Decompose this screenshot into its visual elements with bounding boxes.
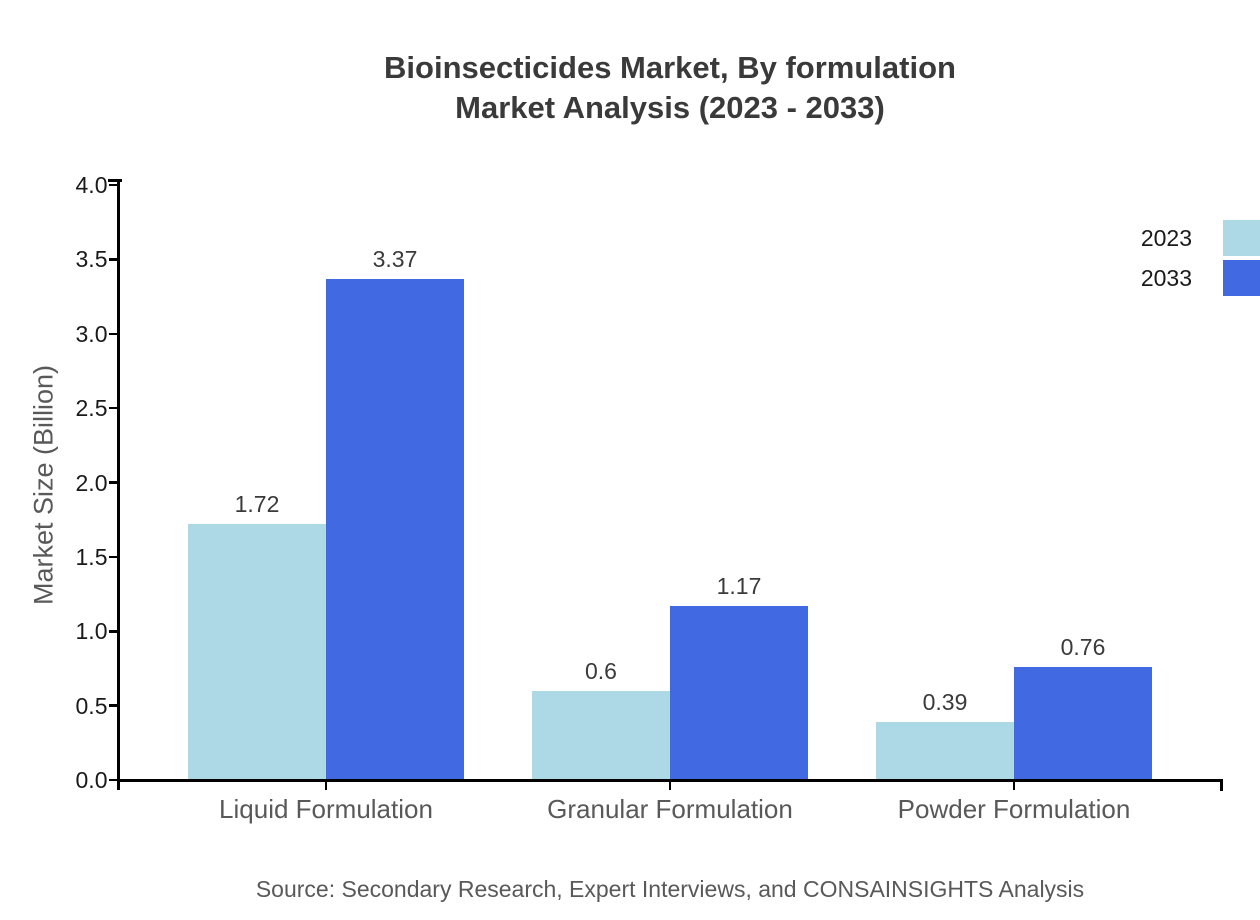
- y-tick-4.0: [108, 183, 118, 187]
- y-tick-2.5: [108, 406, 118, 410]
- legend-swatch-2033: [1223, 260, 1260, 296]
- chart-title: Bioinsecticides Market, By formulation M…: [118, 48, 1222, 128]
- y-tick-1.5: [108, 555, 118, 559]
- bar-2033-powder-formulation: [1014, 666, 1152, 781]
- value-label-2033-liquid-formulation: 3.37: [372, 245, 418, 272]
- legend-swatch-2023: [1223, 220, 1260, 256]
- x-axis-end-cap: [1219, 780, 1223, 791]
- source-note: Source: Secondary Research, Expert Inter…: [255, 876, 1085, 902]
- y-tick-label-1.0: 1.0: [75, 618, 108, 645]
- y-tick-0.5: [108, 704, 118, 707]
- x-axis-start-cap: [116, 780, 120, 790]
- y-tick-label-0.0: 0.0: [75, 767, 108, 793]
- y-tick-3.5: [108, 258, 118, 261]
- legend-label-2033: 2033: [1140, 265, 1192, 291]
- y-tick-label-3.0: 3.0: [75, 320, 108, 347]
- y-tick-1.0: [108, 630, 118, 633]
- x-tick-powder-formulation: [1012, 780, 1016, 790]
- bar-2023-granular-formulation: [532, 690, 670, 781]
- y-tick-label-0.5: 0.5: [75, 692, 108, 719]
- y-tick-label-4.0: 4.0: [75, 172, 108, 198]
- value-label-2033-powder-formulation: 0.76: [1060, 633, 1106, 660]
- chart-title-line1: Bioinsecticides Market, By formulation: [384, 50, 956, 85]
- y-axis-line: [116, 179, 120, 781]
- value-label-2033-granular-formulation: 1.17: [716, 572, 762, 599]
- value-label-2023-granular-formulation: 0.6: [585, 657, 617, 684]
- y-tick-2.0: [108, 481, 118, 484]
- x-tick-liquid-formulation: [324, 780, 328, 790]
- y-tick-0.0: [108, 778, 118, 782]
- bar-2023-liquid-formulation: [188, 524, 326, 781]
- bar-2023-powder-formulation: [876, 721, 1014, 781]
- y-axis-end-cap: [108, 179, 122, 182]
- category-label-liquid-formulation: Liquid Formulation: [219, 794, 433, 824]
- chart-title-line2: Market Analysis (2023 - 2033): [455, 90, 885, 125]
- y-tick-label-1.5: 1.5: [75, 543, 108, 570]
- y-tick-label-2.5: 2.5: [75, 395, 108, 422]
- y-tick-3.0: [108, 332, 118, 335]
- legend-label-2023: 2023: [1140, 225, 1192, 251]
- y-tick-label-3.5: 3.5: [75, 246, 108, 273]
- category-label-powder-formulation: Powder Formulation: [897, 794, 1131, 824]
- bar-2033-liquid-formulation: [326, 278, 464, 781]
- y-tick-label-2.0: 2.0: [75, 469, 108, 496]
- value-label-2023-liquid-formulation: 1.72: [234, 491, 280, 518]
- bar-2033-granular-formulation: [670, 605, 808, 781]
- x-tick-granular-formulation: [668, 780, 672, 790]
- value-label-2023-powder-formulation: 0.39: [922, 688, 968, 715]
- category-label-granular-formulation: Granular Formulation: [547, 794, 793, 824]
